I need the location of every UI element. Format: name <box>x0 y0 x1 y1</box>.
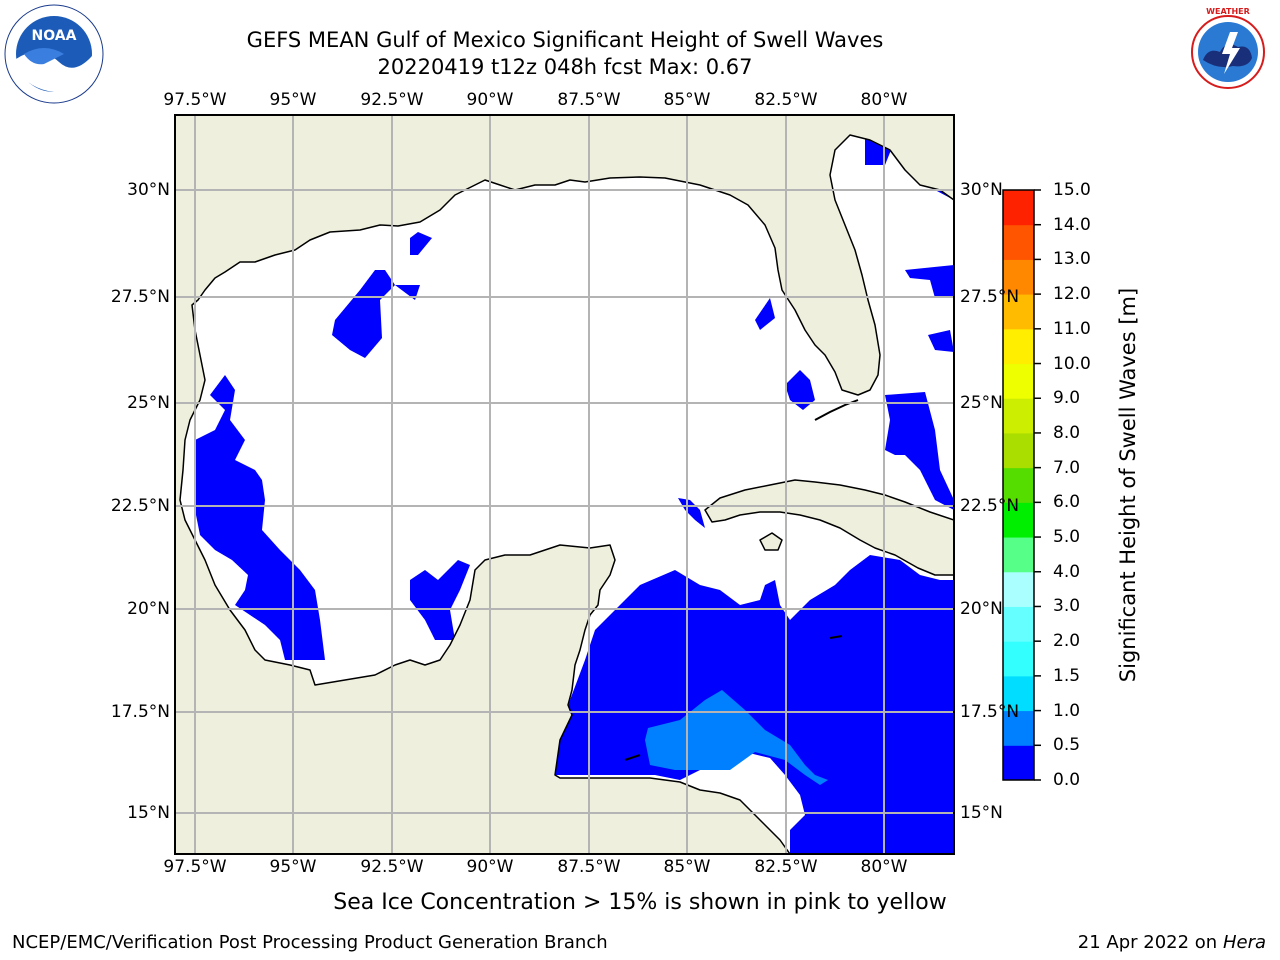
colorbar-swatch <box>1003 467 1034 503</box>
colorbar-swatch <box>1003 224 1034 260</box>
chart-subtitle: 20220419 t12z 048h fcst Max: 0.67 <box>377 55 753 79</box>
colorbar-swatch <box>1003 328 1034 365</box>
colorbar-swatch <box>1003 363 1034 399</box>
lat-label-right: 22.5°N <box>960 496 1020 516</box>
lat-label-right: 27.5°N <box>960 287 1020 307</box>
svg-text:NOAA: NOAA <box>32 28 77 44</box>
colorbar <box>1002 189 1041 781</box>
colorbar-tick-label: 10.0 <box>1053 353 1091 374</box>
lat-label-right: 15°N <box>960 803 1003 823</box>
cuba <box>704 479 954 576</box>
colorbar-swatch <box>1003 502 1034 538</box>
colorbar-swatch <box>1003 745 1034 781</box>
colorbar-tick-label: 2.0 <box>1053 631 1081 652</box>
colorbar-tick-label: 13.0 <box>1053 249 1091 270</box>
colorbar-tick-label: 8.0 <box>1053 422 1081 443</box>
lon-label-top: 90°W <box>466 90 514 110</box>
colorbar-tick-label: 12.0 <box>1053 284 1091 305</box>
lon-label-bottom: 97.5°W <box>163 857 227 877</box>
map-frame <box>174 114 955 855</box>
colorbar-tick-label: 7.0 <box>1053 457 1081 478</box>
colorbar-tick-label: 1.0 <box>1053 700 1081 721</box>
lon-label-top: 92.5°W <box>360 90 424 110</box>
graticule <box>175 115 954 854</box>
colorbar-tick-label: 3.0 <box>1053 596 1081 617</box>
lat-label-right: 20°N <box>960 599 1003 619</box>
lat-label-left: 17.5°N <box>110 702 170 722</box>
north-america-landmass <box>175 115 954 854</box>
lon-label-bottom: 82.5°W <box>754 857 818 877</box>
lat-label-left: 27.5°N <box>110 287 170 307</box>
colorbar-tick-label: 5.0 <box>1053 527 1081 548</box>
colorbar-swatch <box>1003 606 1034 642</box>
lon-label-bottom: 95°W <box>269 857 317 877</box>
lon-label-bottom: 87.5°W <box>557 857 621 877</box>
svg-text:WEATHER: WEATHER <box>1206 7 1250 16</box>
colorbar-swatch <box>1003 294 1034 330</box>
colorbar-tick-label: 15.0 <box>1053 180 1091 200</box>
colorbar-swatch <box>1003 537 1034 573</box>
lon-label-top: 85°W <box>663 90 711 110</box>
colorbar-swatch <box>1003 571 1034 607</box>
colorbar-frame <box>1002 189 1035 781</box>
lon-label-bottom: 80°W <box>860 857 908 877</box>
lon-label-bottom: 85°W <box>663 857 711 877</box>
colorbar-swatch <box>1003 190 1034 226</box>
lat-label-right: 30°N <box>960 180 1003 200</box>
lat-label-left: 22.5°N <box>110 496 170 516</box>
colorbar-swatch <box>1003 398 1034 434</box>
lon-label-top: 82.5°W <box>754 90 818 110</box>
nws-logo: WEATHER <box>1180 4 1276 100</box>
run-date-credit: 21 Apr 2022 on Hera <box>1077 932 1266 953</box>
colorbar-swatch <box>1003 432 1034 469</box>
lon-label-bottom: 90°W <box>466 857 514 877</box>
lon-label-top: 95°W <box>269 90 317 110</box>
colorbar-tick-label: 6.0 <box>1053 492 1081 513</box>
chart-title: GEFS MEAN Gulf of Mexico Significant Hei… <box>246 28 884 52</box>
colorbar-swatch <box>1003 675 1034 712</box>
lat-label-right: 25°N <box>960 393 1003 413</box>
colorbar-tick-label: 0.0 <box>1053 770 1081 790</box>
lat-label-right: 17.5°N <box>960 702 1020 722</box>
colorbar-tick-label: 4.0 <box>1053 561 1081 582</box>
lon-label-top: 97.5°W <box>163 90 227 110</box>
colorbar-tick-label: 14.0 <box>1053 214 1091 235</box>
lon-label-top: 87.5°W <box>557 90 621 110</box>
noaa-logo: NOAA <box>4 4 104 104</box>
colorbar-swatch <box>1003 710 1034 746</box>
lat-label-left: 15°N <box>127 803 170 823</box>
colorbar-label: Significant Height of Swell Waves [m] <box>1116 287 1140 683</box>
colorbar-swatch <box>1003 259 1034 295</box>
land-areas <box>175 115 954 854</box>
isle-of-youth <box>759 532 783 551</box>
colorbar-tick-label: 1.5 <box>1053 665 1081 686</box>
lon-label-top: 80°W <box>860 90 908 110</box>
colorbar-tick-label: 11.0 <box>1053 318 1091 339</box>
sea-ice-footnote: Sea Ice Concentration > 15% is shown in … <box>333 890 947 915</box>
colorbar-tick-label: 0.5 <box>1053 735 1081 756</box>
lat-label-left: 30°N <box>127 180 170 200</box>
producer-credit: NCEP/EMC/Verification Post Processing Pr… <box>12 932 608 953</box>
lat-label-left: 20°N <box>127 599 170 619</box>
colorbar-tick-label: 9.0 <box>1053 388 1081 409</box>
colorbar-swatch <box>1003 641 1034 677</box>
lon-label-bottom: 92.5°W <box>360 857 424 877</box>
lat-label-left: 25°N <box>127 393 170 413</box>
